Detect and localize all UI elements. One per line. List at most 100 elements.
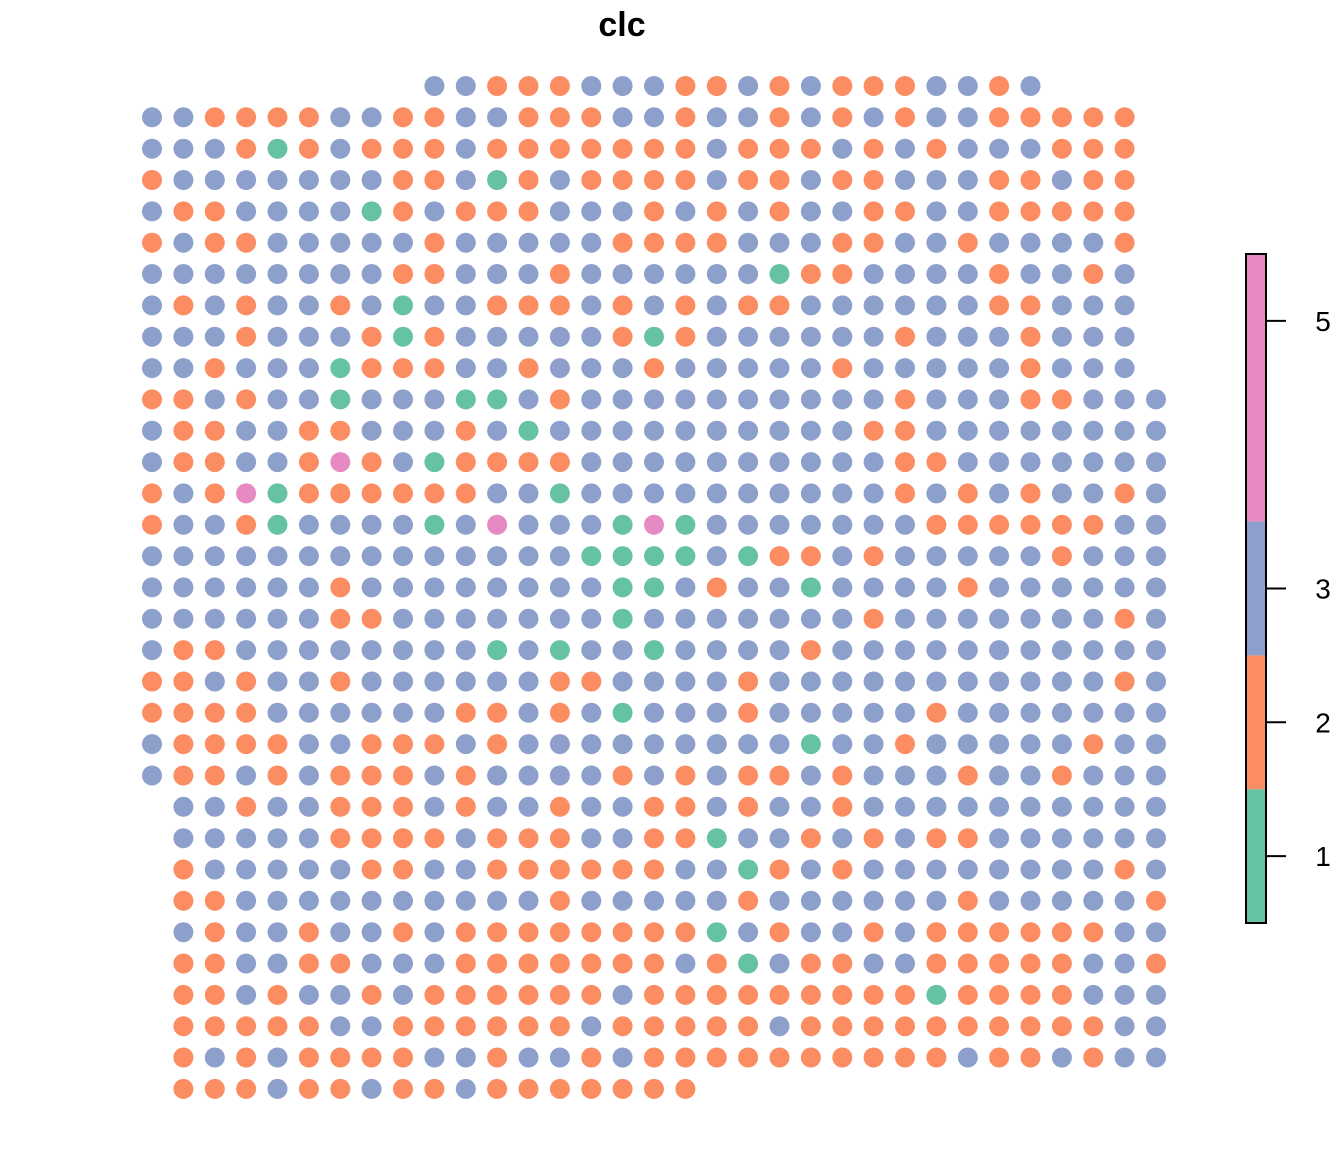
point-class-2 (204, 420, 225, 441)
point-class-2 (1051, 765, 1072, 786)
point-class-3 (267, 389, 288, 410)
point-class-2 (957, 765, 978, 786)
point-class-2 (518, 295, 539, 316)
point-class-2 (173, 984, 194, 1005)
point-class-2 (1114, 138, 1135, 159)
point-class-3 (644, 107, 664, 128)
point-class-3 (675, 953, 696, 974)
point-class-3 (330, 232, 351, 253)
point-class-3 (1114, 295, 1135, 316)
point-class-2 (957, 922, 978, 943)
point-class-3 (675, 608, 696, 629)
point-class-2 (487, 138, 508, 159)
point-class-2 (298, 420, 319, 441)
point-class-2 (1083, 138, 1104, 159)
point-class-2 (330, 483, 351, 504)
point-class-2 (267, 984, 288, 1005)
point-class-2 (706, 1047, 727, 1068)
point-class-2 (800, 640, 821, 661)
point-class-3 (581, 483, 602, 504)
point-class-2 (957, 483, 978, 504)
point-class-2 (455, 483, 476, 504)
point-class-3 (361, 702, 382, 723)
point-class-2 (769, 765, 790, 786)
point-class-2 (330, 828, 351, 849)
point-class-3 (204, 828, 225, 849)
point-class-2 (173, 953, 194, 974)
point-class-3 (675, 420, 696, 441)
point-class-3 (424, 420, 445, 441)
point-class-3 (895, 170, 915, 190)
point-class-2 (581, 1078, 602, 1099)
point-class-3 (424, 577, 445, 598)
point-class-1 (455, 389, 476, 410)
point-class-3 (267, 546, 288, 567)
point-class-2 (298, 107, 319, 128)
point-class-2 (895, 1047, 915, 1068)
point-class-3 (832, 577, 853, 598)
point-class-3 (1020, 577, 1041, 598)
point-class-3 (612, 890, 633, 911)
point-class-2 (738, 796, 759, 817)
point-class-2 (895, 389, 915, 410)
point-class-3 (1020, 608, 1041, 629)
point-class-2 (895, 76, 915, 96)
point-class-2 (675, 765, 696, 786)
point-class-2 (549, 389, 570, 410)
point-class-3 (800, 201, 821, 222)
point-class-3 (832, 608, 853, 629)
point-class-3 (832, 890, 853, 911)
point-class-3 (1020, 546, 1041, 567)
point-class-3 (393, 890, 413, 911)
point-class-3 (455, 107, 476, 128)
point-class-3 (581, 828, 602, 849)
point-class-2 (518, 138, 539, 159)
point-class-2 (173, 452, 194, 473)
point-class-2 (455, 702, 476, 723)
point-class-2 (361, 859, 382, 880)
point-class-2 (644, 1016, 664, 1037)
point-class-3 (236, 608, 257, 629)
point-class-3 (581, 890, 602, 911)
point-class-3 (361, 953, 382, 974)
point-class-1 (926, 984, 947, 1005)
point-class-3 (581, 389, 602, 410)
point-class-3 (706, 170, 727, 190)
point-class-3 (863, 702, 884, 723)
legend-ticks: 1 2 3 5 (1266, 306, 1331, 872)
point-class-2 (424, 232, 445, 253)
point-class-3 (1051, 671, 1072, 692)
point-class-3 (957, 671, 978, 692)
point-class-1 (644, 546, 664, 567)
point-class-3 (1051, 326, 1072, 347)
point-class-3 (1114, 984, 1135, 1005)
point-class-3 (424, 389, 445, 410)
point-class-2 (393, 859, 413, 880)
point-class-3 (1083, 953, 1104, 974)
point-class-2 (487, 922, 508, 943)
point-class-3 (800, 796, 821, 817)
point-class-1 (738, 953, 759, 974)
point-class-2 (675, 295, 696, 316)
point-class-3 (800, 514, 821, 535)
point-class-2 (204, 358, 225, 379)
point-class-3 (1020, 859, 1041, 880)
point-class-3 (644, 734, 664, 755)
point-class-2 (393, 201, 413, 222)
point-class-3 (455, 890, 476, 911)
point-class-3 (738, 389, 759, 410)
point-class-2 (989, 107, 1010, 128)
point-class-2 (644, 984, 664, 1005)
point-class-3 (298, 514, 319, 535)
point-class-3 (644, 76, 664, 96)
point-class-3 (236, 420, 257, 441)
point-class-3 (1114, 1016, 1135, 1037)
point-class-3 (863, 452, 884, 473)
point-class-3 (549, 514, 570, 535)
point-class-3 (957, 859, 978, 880)
point-class-3 (1051, 170, 1072, 190)
point-class-2 (330, 1078, 351, 1099)
point-class-5 (330, 452, 351, 473)
point-class-3 (549, 201, 570, 222)
point-class-3 (706, 138, 727, 159)
